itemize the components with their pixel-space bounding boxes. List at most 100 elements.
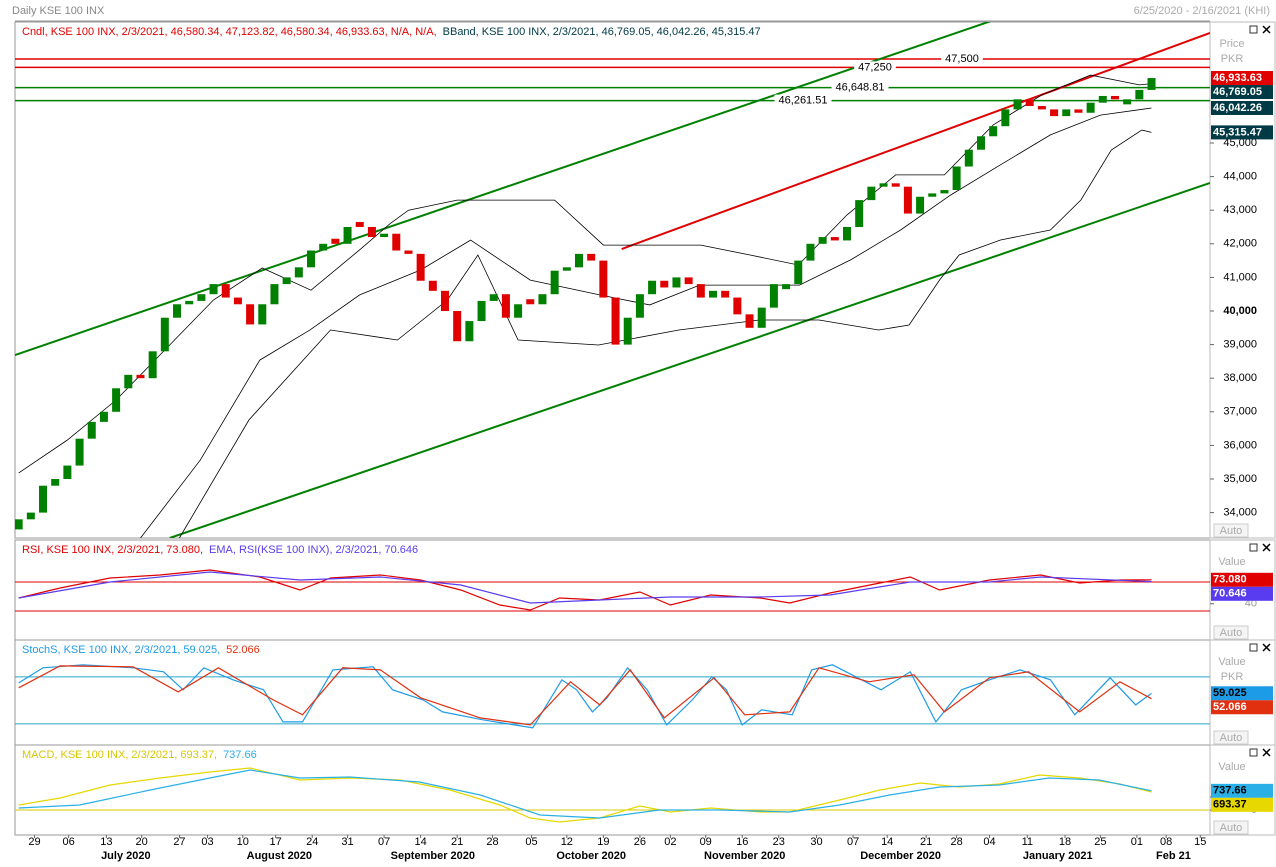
- value-box-label: 737.66: [1213, 785, 1247, 797]
- auto-box: [1213, 820, 1249, 835]
- x-tick-label: 01: [1131, 836, 1143, 848]
- x-tick-label: 05: [525, 836, 537, 848]
- value-box: [1211, 71, 1273, 86]
- candle: [562, 267, 571, 271]
- candle: [246, 304, 255, 325]
- scale-strip: [1209, 21, 1276, 539]
- candle: [39, 485, 48, 513]
- x-tick-label: 15: [1194, 836, 1206, 848]
- y-tick-label: 34,000: [1223, 507, 1257, 519]
- candle: [319, 243, 328, 251]
- date-range: 6/25/2020 - 2/16/2021 (KHI): [1134, 5, 1270, 17]
- candle: [1135, 89, 1144, 100]
- month-label: October 2020: [556, 850, 626, 862]
- value-box: [1211, 586, 1273, 601]
- x-tick-label: 14: [415, 836, 427, 848]
- candle: [1037, 106, 1046, 110]
- scale-mode: Auto: [1220, 525, 1243, 537]
- close-icon: [1262, 25, 1271, 34]
- scale-mode: Auto: [1220, 732, 1243, 744]
- trend-line: [621, 32, 1210, 250]
- x-tick-label: 09: [700, 836, 712, 848]
- legend-entry: 737.66: [223, 749, 257, 761]
- month-label: December 2020: [860, 850, 941, 862]
- candle: [708, 290, 717, 298]
- candle: [1062, 109, 1071, 117]
- x-tick-label: 17: [270, 836, 282, 848]
- candle: [648, 280, 657, 295]
- month-label: Feb 21: [1156, 850, 1191, 862]
- candle: [635, 294, 644, 318]
- value-box-label: 70.646: [1213, 588, 1247, 600]
- candle: [745, 314, 754, 328]
- candle: [355, 221, 364, 227]
- candle: [367, 226, 376, 238]
- level-label-bg: [831, 81, 889, 94]
- scale-caption: Value: [1218, 556, 1245, 568]
- restore-icon: [1249, 25, 1258, 34]
- value-box: [1211, 783, 1273, 798]
- candle: [99, 411, 108, 422]
- value-box-label: 46,769.05: [1213, 86, 1262, 98]
- candle: [441, 290, 450, 311]
- value-box: [1211, 100, 1273, 115]
- y-tick-label: 43,000: [1223, 204, 1257, 216]
- plot-area: [15, 22, 1210, 538]
- candle: [867, 186, 876, 201]
- candle: [842, 226, 851, 241]
- scale-caption: PKR: [1221, 671, 1244, 683]
- legend-entry: Cndl, KSE 100 INX, 2/3/2021, 46,580.34, …: [22, 26, 437, 38]
- value-box: [1211, 686, 1273, 701]
- auto-box: [1213, 523, 1249, 538]
- close-icon: [1262, 643, 1271, 652]
- x-tick-label: 13: [100, 836, 112, 848]
- month-label: November 2020: [704, 850, 785, 862]
- level-label-bg: [941, 52, 983, 65]
- level-label: 46,648.81: [836, 82, 885, 94]
- level-label: 46,261.51: [779, 95, 828, 107]
- candle: [1098, 95, 1107, 103]
- indicator-line: [18, 664, 1152, 729]
- candle: [1013, 99, 1022, 110]
- candle: [1110, 95, 1119, 100]
- candle: [538, 294, 547, 305]
- x-tick-label: 28: [486, 836, 498, 848]
- candle: [428, 280, 437, 291]
- scale-strip: [1209, 744, 1276, 836]
- scale-caption: Price: [1219, 38, 1244, 50]
- candle: [769, 284, 778, 308]
- level-label: 47,500: [945, 53, 979, 65]
- candle: [940, 190, 949, 194]
- value-box-label: 73.080: [1213, 574, 1247, 586]
- candle: [599, 260, 608, 298]
- candle: [453, 310, 462, 342]
- month-label: January 2021: [1023, 850, 1093, 862]
- candle: [233, 297, 242, 305]
- candle: [696, 284, 705, 298]
- candle: [392, 233, 401, 251]
- close-icon: [1262, 748, 1271, 757]
- candle: [818, 237, 827, 244]
- scale-caption: PKR: [1221, 53, 1244, 65]
- x-tick-label: 27: [173, 836, 185, 848]
- trend-line: [169, 182, 1210, 538]
- candle: [891, 183, 900, 187]
- restore-icon: [1249, 748, 1258, 757]
- value-box: [1211, 797, 1273, 812]
- candle: [1074, 109, 1083, 113]
- value-box-label: 59.025: [1213, 687, 1247, 699]
- candle: [550, 270, 559, 295]
- y-tick-label: 44,000: [1223, 171, 1257, 183]
- candle: [1050, 109, 1059, 117]
- x-tick-label: 11: [1022, 836, 1033, 848]
- candle: [855, 200, 864, 227]
- legend-entry: 52.066: [226, 644, 260, 656]
- candle: [75, 438, 84, 466]
- x-tick-label: 16: [736, 836, 748, 848]
- candle: [660, 280, 669, 288]
- candle: [343, 226, 352, 244]
- y-tick-label: 41,000: [1223, 271, 1257, 283]
